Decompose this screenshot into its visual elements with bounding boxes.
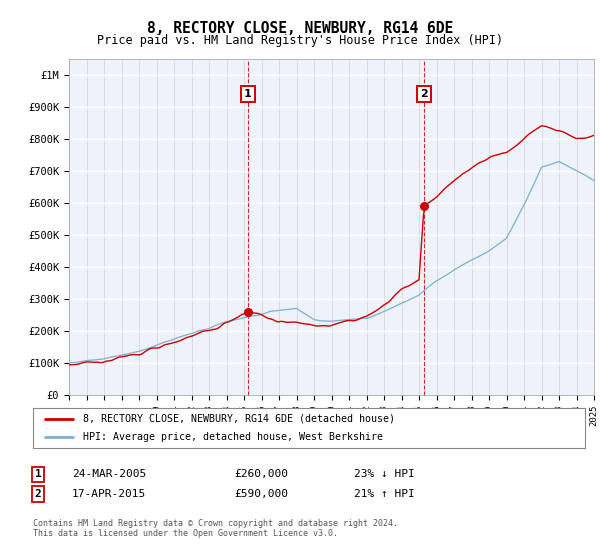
Point (419, 202, 429, 211)
Text: Contains HM Land Registry data © Crown copyright and database right 2024.
This d: Contains HM Land Registry data © Crown c… (33, 519, 398, 538)
Text: 1: 1 (35, 469, 41, 479)
Text: 23% ↓ HPI: 23% ↓ HPI (354, 469, 415, 479)
Text: 21% ↑ HPI: 21% ↑ HPI (354, 489, 415, 499)
Text: 8, RECTORY CLOSE, NEWBURY, RG14 6DE (detached house): 8, RECTORY CLOSE, NEWBURY, RG14 6DE (det… (83, 414, 395, 423)
Text: 8, RECTORY CLOSE, NEWBURY, RG14 6DE: 8, RECTORY CLOSE, NEWBURY, RG14 6DE (147, 21, 453, 36)
Text: 24-MAR-2005: 24-MAR-2005 (72, 469, 146, 479)
Text: £590,000: £590,000 (234, 489, 288, 499)
Text: HPI: Average price, detached house, West Berkshire: HPI: Average price, detached house, West… (83, 432, 383, 442)
Text: 1: 1 (244, 89, 252, 99)
Text: 2: 2 (420, 89, 428, 99)
Text: £260,000: £260,000 (234, 469, 288, 479)
Text: Price paid vs. HM Land Registry's House Price Index (HPI): Price paid vs. HM Land Registry's House … (97, 34, 503, 46)
Text: 2: 2 (35, 489, 41, 499)
Text: 17-APR-2015: 17-APR-2015 (72, 489, 146, 499)
Point (243, 307, 253, 316)
